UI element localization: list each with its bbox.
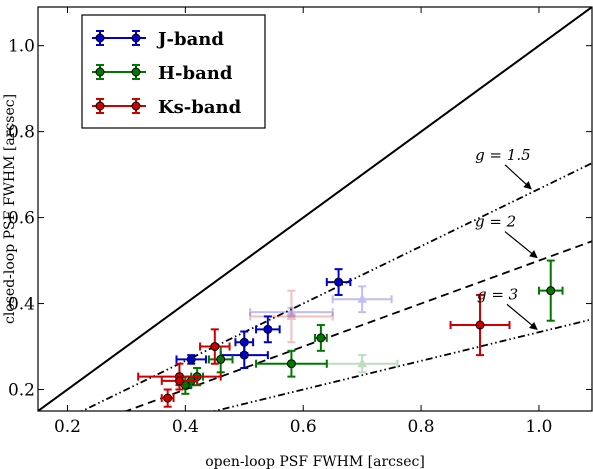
x-tick-label: 0.6: [290, 417, 317, 437]
h-band-faded-point: [325, 354, 399, 374]
j-band-point: [175, 354, 207, 365]
ks-band-point: [160, 375, 199, 387]
plot-frame: [37, 6, 593, 412]
j-band-point: [255, 315, 281, 344]
point-marker: [475, 320, 485, 330]
y-axis-label: closed-loop PSF FWHM [arcsec]: [2, 94, 18, 324]
y-tick-label: 0.2: [8, 381, 35, 401]
x-axis-label: open-loop PSF FWHM [arcsec]: [205, 454, 425, 469]
annotation-label: g = 1.5: [475, 146, 531, 164]
annotation-arrow: [506, 303, 538, 330]
axis-ticks: 0.2 0.4 0.6 0.8 1.0 0.2 0.4 0.6 0.8 1.0: [8, 7, 592, 437]
j-band-point: [325, 268, 352, 296]
y-tick-label: 0.4: [8, 295, 35, 315]
j-band-faded-point: [331, 285, 393, 314]
point-marker: [210, 342, 220, 352]
annotation-label: g = 2: [475, 213, 516, 231]
point-marker: [286, 310, 297, 320]
legend-marker: [131, 67, 141, 77]
annotations: g = 1.5 g = 2 g = 3: [475, 146, 538, 330]
annotation-arrow: [504, 164, 532, 190]
legend-marker: [95, 33, 105, 43]
legend-marker: [95, 67, 105, 77]
point-marker: [216, 354, 226, 364]
h-band-point: [314, 324, 328, 352]
legend-item-ks-band: Ks-band: [92, 97, 242, 118]
legend-label: J-band: [156, 29, 224, 50]
legend-marker: [131, 33, 141, 43]
legend-label: H-band: [158, 63, 233, 84]
point-marker: [174, 376, 184, 386]
point-marker: [239, 350, 249, 360]
data-points: [137, 259, 564, 408]
h-band-point: [537, 259, 564, 322]
annotation-label: g = 3: [477, 285, 518, 303]
point-marker: [263, 324, 273, 334]
reference-line-g3: [210, 318, 592, 411]
point-marker: [286, 306, 297, 316]
point-marker: [163, 393, 173, 403]
y-tick-label: 0.8: [8, 123, 35, 143]
x-tick-label: 0.2: [54, 417, 81, 437]
point-marker: [286, 359, 296, 369]
reference-line-g1: [38, 7, 592, 411]
reference-lines: [38, 7, 592, 411]
legend-marker: [95, 101, 105, 111]
reference-line-g2: [123, 240, 592, 411]
annotation-arrow: [504, 231, 538, 259]
point-marker: [316, 333, 326, 343]
y-tick-label: 0.6: [8, 209, 35, 229]
y-tick-label: 1.0: [8, 37, 35, 57]
point-marker: [357, 293, 367, 303]
legend-marker: [131, 101, 141, 111]
ks-band-point: [160, 388, 175, 408]
x-tick-label: 0.8: [408, 417, 435, 437]
reference-line-g1-5: [80, 162, 592, 411]
legend: J-band H-band Ks-band: [81, 14, 266, 129]
legend-item-h-band: H-band: [92, 63, 233, 84]
point-marker: [546, 286, 556, 296]
point-marker: [186, 354, 196, 364]
x-tick-label: 0.4: [172, 417, 199, 437]
h-band-point: [255, 349, 328, 378]
j-band-faded-point: [249, 306, 334, 318]
point-marker: [334, 277, 344, 287]
x-tick-label: 1.0: [525, 417, 552, 437]
ks-band-point: [199, 328, 231, 365]
legend-item-j-band: J-band: [92, 29, 224, 50]
legend-label: Ks-band: [158, 97, 242, 118]
point-marker: [357, 358, 367, 368]
ks-band-point: [449, 293, 511, 357]
